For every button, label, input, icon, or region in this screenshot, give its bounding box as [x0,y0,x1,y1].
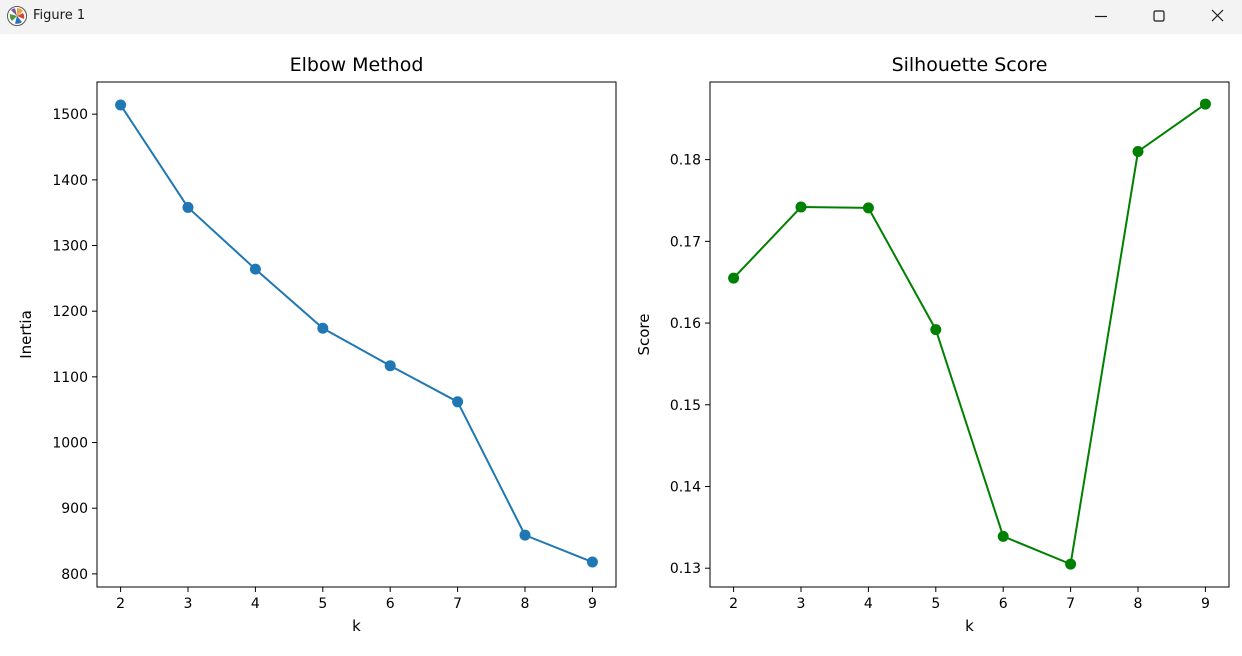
chart-2-x-tick-label: 7 [1066,596,1075,612]
chart-2-y-tick-label: 0.17 [670,234,701,250]
chart-1-x-tick-label: 5 [318,596,327,612]
chart-2-data-point [728,272,740,284]
chart-2-y-axis-label: Score [635,313,653,355]
maximize-icon [1153,10,1165,22]
chart-1-axes: Elbow Method 2 3 4 5 6 7 8 9 800 900 1000 1100 1200 13… [17,54,617,635]
chart-2-y-tick-label: 0.15 [670,398,701,414]
chart-2-data-point [862,202,874,214]
chart-2-data-point [1199,98,1211,110]
chart-1-x-tick-label: 9 [588,596,597,612]
chart-2-x-tick-label: 9 [1201,596,1210,612]
chart-2-x-tick-label: 3 [797,596,806,612]
chart-1-x-tick-label: 2 [116,596,125,612]
title-bar: Figure 1 [0,0,1242,34]
chart-1-x-tick-label: 4 [251,596,260,612]
chart-2-series-line [732,103,1206,566]
close-icon [1211,9,1224,22]
chart-2-x-tick-label: 6 [999,596,1008,612]
chart-2-y-tick-label: 0.14 [670,479,701,495]
chart-1-y-tick-label: 1200 [52,304,88,320]
chart-1-y-tick-label: 800 [61,567,88,583]
close-button[interactable] [1188,0,1242,34]
chart-1-y-tick-label: 1300 [52,239,88,255]
chart-2-data-point [1065,558,1077,570]
chart-2-plot-frame [709,81,1230,588]
chart-2-x-tick-label: 5 [931,596,940,612]
chart-2-y-tick-label: 0.18 [670,153,701,169]
figure-svg: Elbow Method 2 3 4 5 6 7 8 9 800 900 1000 1100 1200 13… [17,54,1230,635]
chart-1-series-line [119,104,593,563]
chart-1-y-tick-label: 1400 [52,173,88,189]
chart-1-data-point [384,360,396,372]
maximize-button[interactable] [1130,0,1188,34]
window-title: Figure 1 [33,8,86,23]
matplotlib-logo-icon [6,5,28,27]
chart-1-data-point [586,556,598,568]
chart-2-title: Silhouette Score [892,54,1048,76]
chart-1-x-tick-label: 8 [521,596,530,612]
chart-1-data-point [115,99,127,111]
chart-1-data-point [317,322,329,334]
chart-1-data-point [182,201,194,213]
minimize-button[interactable] [1072,0,1130,34]
chart-2-x-tick-label: 8 [1134,596,1143,612]
chart-2-x-tick-label: 4 [864,596,873,612]
chart-2-data-point [1132,145,1144,157]
chart-2-axes: Silhouette Score 2 3 4 5 6 7 8 9 0.13 0.14 0.15 0.16… [635,54,1230,635]
chart-2-data-point [997,530,1009,542]
chart-1-y-tick-label: 1100 [52,370,88,386]
chart-1-x-tick-label: 3 [184,596,193,612]
chart-1-x-tick-label: 7 [453,596,462,612]
chart-2-y-tick-label: 0.13 [670,561,701,577]
chart-2-data-point [930,324,942,336]
chart-1-data-point [249,263,261,275]
chart-2-x-axis-label: k [965,617,974,635]
chart-1-plot-frame [96,81,617,588]
figure-canvas: Elbow Method 2 3 4 5 6 7 8 9 800 900 1000 1100 1200 13… [0,34,1242,656]
minimize-icon [1095,15,1107,18]
chart-1-title: Elbow Method [290,54,424,76]
chart-1-y-tick-label: 1000 [52,436,88,452]
chart-1-x-axis-label: k [352,617,361,635]
chart-1-y-tick-label: 1500 [52,107,88,123]
chart-1-x-tick-label: 6 [386,596,395,612]
chart-1-data-point [519,529,531,541]
chart-1-y-tick-label: 900 [61,501,88,517]
chart-1-data-point [452,396,464,408]
chart-1-y-axis-label: Inertia [17,310,35,359]
chart-2-y-tick-label: 0.16 [670,316,701,332]
chart-2-data-point [795,201,807,213]
chart-2-x-tick-label: 2 [729,596,738,612]
